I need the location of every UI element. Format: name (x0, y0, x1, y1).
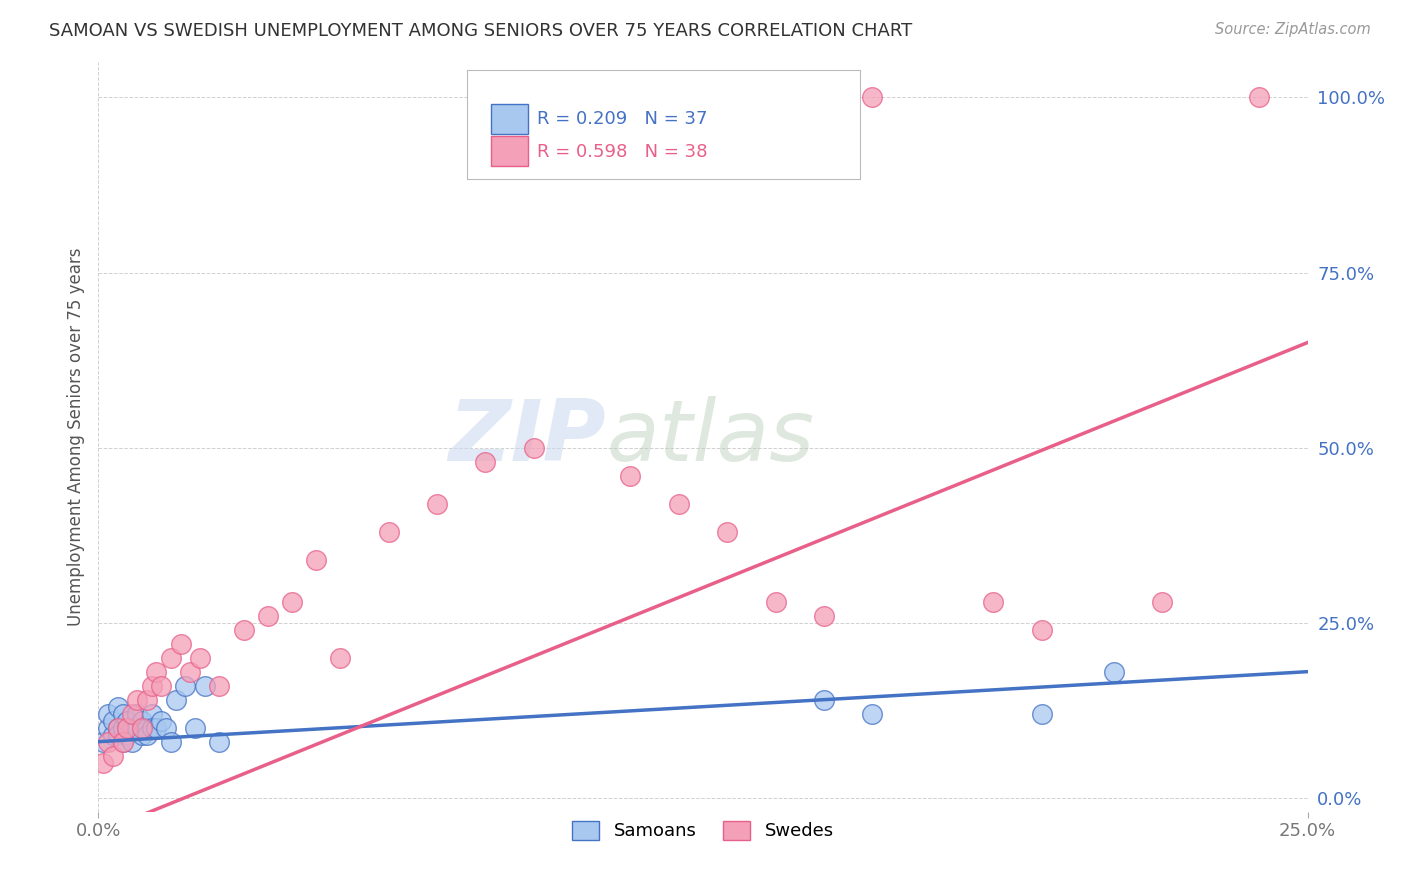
Point (329, 650, 352, 665)
Point (91, 734, 114, 748)
Point (121, 706, 143, 721)
FancyBboxPatch shape (467, 70, 860, 178)
Text: ZIP: ZIP (449, 395, 606, 479)
Point (813, 608, 835, 623)
Legend: Samoans, Swedes: Samoans, Swedes (565, 814, 841, 847)
Point (150, 714, 173, 728)
Point (135, 721, 157, 735)
Point (165, 692, 187, 706)
Point (107, 721, 129, 735)
Point (101, 748, 124, 763)
Point (127, 692, 149, 706)
Point (232, 623, 254, 637)
Point (1031, 706, 1053, 721)
Point (135, 692, 157, 706)
Point (97, 734, 120, 748)
Point (174, 679, 197, 693)
Point (117, 721, 139, 735)
Point (121, 721, 143, 735)
Text: SAMOAN VS SWEDISH UNEMPLOYMENT AMONG SENIORS OVER 75 YEARS CORRELATION CHART: SAMOAN VS SWEDISH UNEMPLOYMENT AMONG SEN… (49, 22, 912, 40)
FancyBboxPatch shape (492, 136, 527, 166)
Point (377, 524, 399, 539)
Point (107, 721, 129, 735)
Point (208, 734, 231, 748)
Point (141, 706, 163, 721)
Point (860, 706, 883, 721)
Point (91, 756, 114, 770)
Point (117, 714, 139, 728)
Point (194, 679, 217, 693)
Point (111, 734, 134, 748)
Point (1249, 90, 1271, 104)
Point (169, 637, 191, 651)
Point (837, 90, 859, 104)
Point (127, 706, 149, 721)
Point (97, 721, 120, 735)
Point (160, 734, 183, 748)
Point (813, 692, 835, 706)
Point (208, 679, 231, 693)
Text: atlas: atlas (606, 395, 814, 479)
Point (619, 468, 641, 483)
Point (860, 90, 883, 104)
Point (141, 679, 163, 693)
Point (111, 721, 134, 735)
Point (121, 734, 143, 748)
Point (155, 721, 177, 735)
Point (111, 734, 134, 748)
Point (1152, 594, 1174, 608)
Point (160, 650, 183, 665)
FancyBboxPatch shape (492, 103, 527, 134)
Point (107, 728, 129, 742)
Point (111, 706, 134, 721)
Text: R = 0.598   N = 38: R = 0.598 N = 38 (537, 143, 707, 161)
Point (281, 594, 304, 608)
Text: R = 0.209   N = 37: R = 0.209 N = 37 (537, 111, 707, 128)
Point (107, 699, 129, 714)
Point (117, 728, 139, 742)
Point (101, 714, 124, 728)
Point (117, 721, 139, 735)
Point (716, 524, 738, 539)
Point (1031, 623, 1053, 637)
Point (145, 721, 167, 735)
Point (765, 594, 787, 608)
Text: Source: ZipAtlas.com: Source: ZipAtlas.com (1215, 22, 1371, 37)
Point (474, 454, 496, 468)
Point (127, 721, 149, 735)
Point (131, 714, 153, 728)
Point (305, 552, 328, 566)
Y-axis label: Unemployment Among Seniors over 75 years: Unemployment Among Seniors over 75 years (66, 248, 84, 626)
Point (145, 665, 167, 679)
Point (668, 497, 690, 511)
Point (131, 728, 153, 742)
Point (188, 650, 211, 665)
Point (426, 497, 449, 511)
Point (256, 608, 278, 623)
Point (523, 441, 546, 455)
Point (150, 679, 173, 693)
Point (1102, 665, 1125, 679)
Point (135, 728, 157, 742)
Point (141, 721, 163, 735)
Point (179, 665, 201, 679)
Point (981, 594, 1004, 608)
Point (101, 728, 124, 742)
Point (131, 721, 153, 735)
Point (184, 721, 207, 735)
Point (97, 706, 120, 721)
